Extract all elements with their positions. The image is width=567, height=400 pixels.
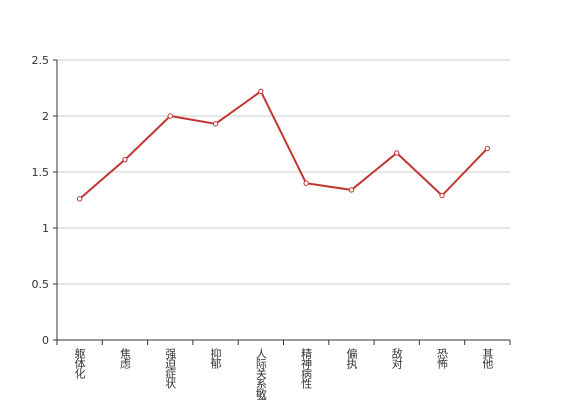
x-tick-label: 偏执 [345,347,358,370]
x-tick-label: 精神病性 [300,348,313,390]
point [439,192,445,199]
point [167,113,173,119]
point [212,121,219,127]
x-tick-label: 强迫症状 [164,348,177,389]
x-tick-label: 躯体化 [73,348,86,380]
point [76,196,83,202]
x-tick-label: 其他 [481,348,494,369]
y-tick-label: 1 [42,222,49,235]
point [348,187,355,193]
point [258,88,264,95]
point [394,150,400,156]
y-tick-label: 2.5 [32,54,50,67]
x-tick-label: 抑郁 [209,347,222,369]
point [484,145,491,152]
y-tick-label: 0 [42,334,49,347]
y-tick-label: 2 [42,110,49,123]
x-tick-label: 恐怖 [436,348,449,369]
x-tick-label: 敌对 [390,347,403,369]
x-tick-label: 焦虑 [118,348,131,369]
y-tick-label: 1.5 [32,166,50,179]
point [122,156,128,163]
y-tick-label: 0.5 [32,278,50,291]
line [78,89,489,200]
x-tick-label: 人际关系敏感 [254,348,267,400]
point [303,180,309,186]
